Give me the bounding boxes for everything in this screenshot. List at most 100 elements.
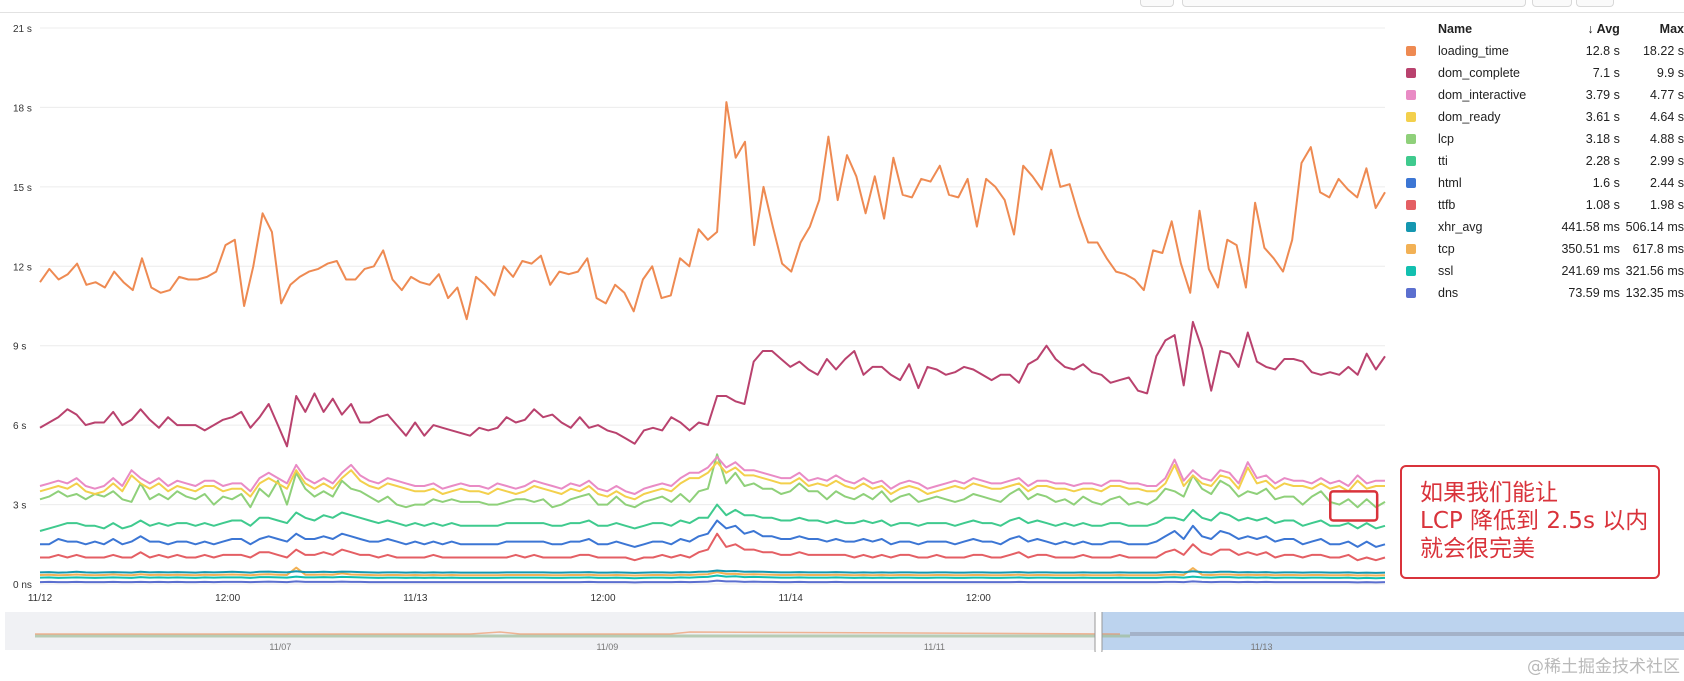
legend-avg-value: 441.58 ms [1561,220,1620,234]
legend-series-name: xhr_avg [1438,220,1483,234]
legend-row-xhr_avg[interactable]: xhr_avg 441.58 ms 506.14 ms [1398,216,1684,238]
series-line-tcp [39,566,1386,577]
legend-series-name: dom_ready [1438,110,1501,124]
legend-row-html[interactable]: html 1.6 s 2.44 s [1398,172,1684,194]
legend-series-name: lcp [1438,132,1454,146]
legend-series-name: tcp [1438,242,1455,256]
series-line-dom_interactive [39,455,1385,495]
series-line-html [40,519,1386,548]
legend-swatch [1406,244,1416,254]
navigator-tick-label: 11/13 [1251,642,1273,652]
x-tick-label: 11/13 [403,593,428,604]
legend-row-ttfb[interactable]: ttfb 1.08 s 1.98 s [1398,194,1684,216]
legend-row-tcp[interactable]: tcp 350.51 ms 617.8 ms [1398,238,1684,260]
series-line-ttfb [40,532,1386,562]
legend-row-tti[interactable]: tti 2.28 s 2.99 s [1398,150,1684,172]
y-tick-label: 6 s [13,421,26,432]
legend-swatch [1406,266,1416,276]
time-navigator[interactable]: 11/07 11/09 11/11 11/13 [0,612,1684,652]
legend-series-name: ssl [1438,264,1454,278]
legend-avg-value: 7.1 s [1592,66,1620,80]
legend-avg-value: 241.69 ms [1561,264,1620,278]
legend-max-value: 2.99 s [1649,154,1684,168]
toolbar-time-range-input[interactable] [1182,0,1526,7]
navigator-tick-label: 11/07 [269,642,291,652]
legend-row-loading_time[interactable]: loading_time 12.8 s 18.22 s [1398,40,1684,62]
legend-series-name: tti [1438,154,1448,168]
legend-max-value: 1.98 s [1649,198,1684,212]
legend-header-max[interactable]: Max [1659,22,1684,36]
y-axis-ticks: 0 ns 3 s 6 s 9 s 12 s 15 s 18 s 21 s [13,24,32,591]
legend-avg-value: 3.61 s [1585,110,1620,124]
watermark: @稀土掘金技术社区 [1527,657,1680,677]
legend-max-value: 617.8 ms [1632,242,1684,256]
navigator-selection[interactable] [1097,612,1684,650]
y-tick-label: 0 ns [13,580,32,591]
legend-series-name: dom_interactive [1438,88,1527,102]
legend-max-value: 2.44 s [1649,176,1684,190]
legend-max-value: 506.14 ms [1625,220,1684,234]
legend-table: Name ↓ Avg Max loading_time 12.8 s 18.22 s… [1398,18,1684,304]
legend-series-name: html [1438,176,1462,190]
series-lines [39,101,1386,584]
legend-swatch [1406,200,1416,210]
main-line-chart[interactable]: 0 ns 3 s 6 s 9 s 12 s 15 s 18 s 21 s 11/12 12:00… [0,14,1395,609]
y-gridlines [40,27,1385,585]
legend-row-dom_complete[interactable]: dom_complete 7.1 s 9.9 s [1398,62,1684,84]
legend-avg-value: 350.51 ms [1561,242,1620,256]
legend-swatch [1406,156,1416,166]
legend-row-ssl[interactable]: ssl 241.69 ms 321.56 ms [1398,260,1684,282]
series-line-xhr_avg [39,569,1386,574]
legend-max-value: 4.77 s [1649,88,1684,102]
navigator-series-line [35,631,1121,635]
series-line-dom_complete [39,320,1386,448]
y-tick-label: 3 s [13,501,26,512]
legend-series-name: ttfb [1438,198,1456,212]
toolbar-control[interactable] [1576,0,1614,7]
legend-row-lcp[interactable]: lcp 3.18 s 4.88 s [1398,128,1684,150]
legend-header-avg[interactable]: ↓ Avg [1587,22,1620,36]
x-tick-label: 11/14 [779,593,804,604]
toolbar-control[interactable] [1140,0,1174,7]
annotation-callout: 如果我们能让 LCP 降低到 2.5s 以内 就会很完美 [1400,465,1660,579]
navigator-drag-handle[interactable] [1094,612,1103,652]
legend-header: Name ↓ Avg Max [1398,18,1684,40]
x-axis-ticks: 11/12 12:00 11/13 12:00 11/14 12:00 [28,593,991,604]
arrow-down-icon: ↓ [1587,22,1594,36]
legend-max-value: 132.35 ms [1625,286,1684,300]
annotation-line: 如果我们能让 [1420,480,1558,506]
legend-swatch [1406,90,1416,100]
legend-swatch [1406,46,1416,56]
y-tick-label: 15 s [13,183,32,194]
top-toolbar [0,0,1684,13]
toolbar-control[interactable] [1532,0,1572,7]
series-line-dom_ready [39,461,1385,501]
legend-max-value: 4.88 s [1649,132,1684,146]
legend-row-dns[interactable]: dns 73.59 ms 132.35 ms [1398,282,1684,304]
legend-avg-value: 12.8 s [1585,44,1620,58]
legend-swatch [1406,68,1416,78]
legend-swatch [1406,134,1416,144]
legend-avg-value: 1.6 s [1592,176,1620,190]
annotation-line: LCP 降低到 2.5s 以内 [1420,508,1649,534]
legend-series-name: loading_time [1438,44,1509,58]
annotation-line: 就会很完美 [1420,536,1535,562]
series-line-loading_time [39,101,1386,321]
legend-series-name: dom_complete [1438,66,1520,80]
legend-row-dom_interactive[interactable]: dom_interactive 3.79 s 4.77 s [1398,84,1684,106]
series-line-dns [39,579,1386,584]
series-line-tti [39,503,1386,532]
legend-swatch [1406,112,1416,122]
legend-swatch [1406,288,1416,298]
x-tick-label: 12:00 [591,593,616,604]
legend-row-dom_ready[interactable]: dom_ready 3.61 s 4.64 s [1398,106,1684,128]
legend-max-value: 321.56 ms [1625,264,1684,278]
legend-max-value: 9.9 s [1656,66,1684,80]
y-tick-label: 18 s [13,103,32,114]
legend-header-name[interactable]: Name [1438,22,1473,36]
lcp-highlight-box [1329,490,1379,522]
legend-avg-value: 73.59 ms [1568,286,1620,300]
legend-max-value: 4.64 s [1649,110,1684,124]
y-tick-label: 9 s [13,342,26,353]
legend-avg-value: 1.08 s [1585,198,1620,212]
